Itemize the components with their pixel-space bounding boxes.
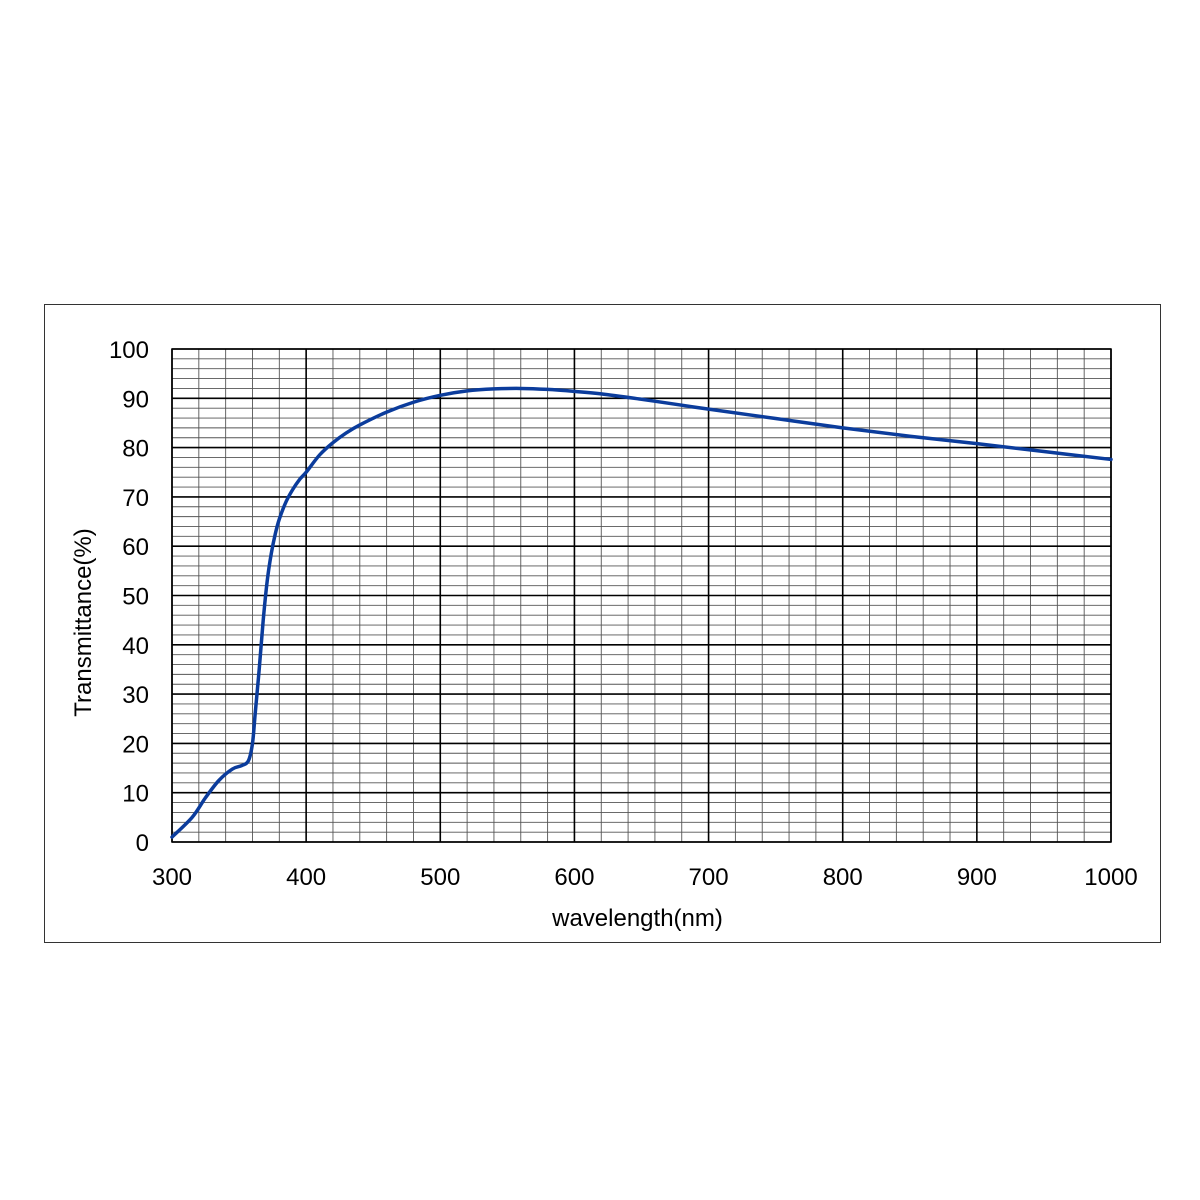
y-tick-label: 100 [109, 337, 149, 364]
y-tick-label: 10 [122, 781, 149, 808]
x-tick-label: 500 [420, 864, 460, 891]
plot-border [171, 348, 1112, 843]
x-tick-label: 300 [152, 864, 192, 891]
x-axis-title: wavelength(nm) [551, 905, 723, 932]
chart-frame: 300 400 500 600 700 800 900 1000 0 10 20 30 40 50 60 7… [44, 304, 1161, 943]
y-tick-label: 0 [136, 830, 149, 857]
x-tick-label: 700 [689, 864, 729, 891]
series-line-0 [170, 386, 1113, 839]
y-tick-label: 60 [122, 534, 149, 561]
x-tick-label: 800 [823, 864, 863, 891]
y-tick-labels: 0 10 20 30 40 50 60 70 80 90 100 [109, 337, 149, 857]
y-tick-label: 80 [122, 436, 149, 463]
y-tick-label: 20 [122, 731, 149, 758]
transmittance-chart: 300 400 500 600 700 800 900 1000 0 10 20 30 40 50 60 7… [70, 337, 1138, 932]
major-grid [171, 348, 1112, 843]
y-tick-label: 40 [122, 633, 149, 660]
y-tick-label: 50 [122, 584, 149, 611]
x-tick-label: 600 [554, 864, 594, 891]
series-layer [170, 386, 1113, 839]
x-tick-label: 1000 [1084, 864, 1137, 891]
y-tick-label: 90 [122, 386, 149, 413]
x-tick-label: 400 [286, 864, 326, 891]
y-axis-title: Transmittance(%) [70, 528, 97, 716]
y-tick-label: 70 [122, 485, 149, 512]
x-tick-labels: 300 400 500 600 700 800 900 1000 [152, 864, 1138, 891]
x-tick-label: 900 [957, 864, 997, 891]
y-tick-label: 30 [122, 682, 149, 709]
